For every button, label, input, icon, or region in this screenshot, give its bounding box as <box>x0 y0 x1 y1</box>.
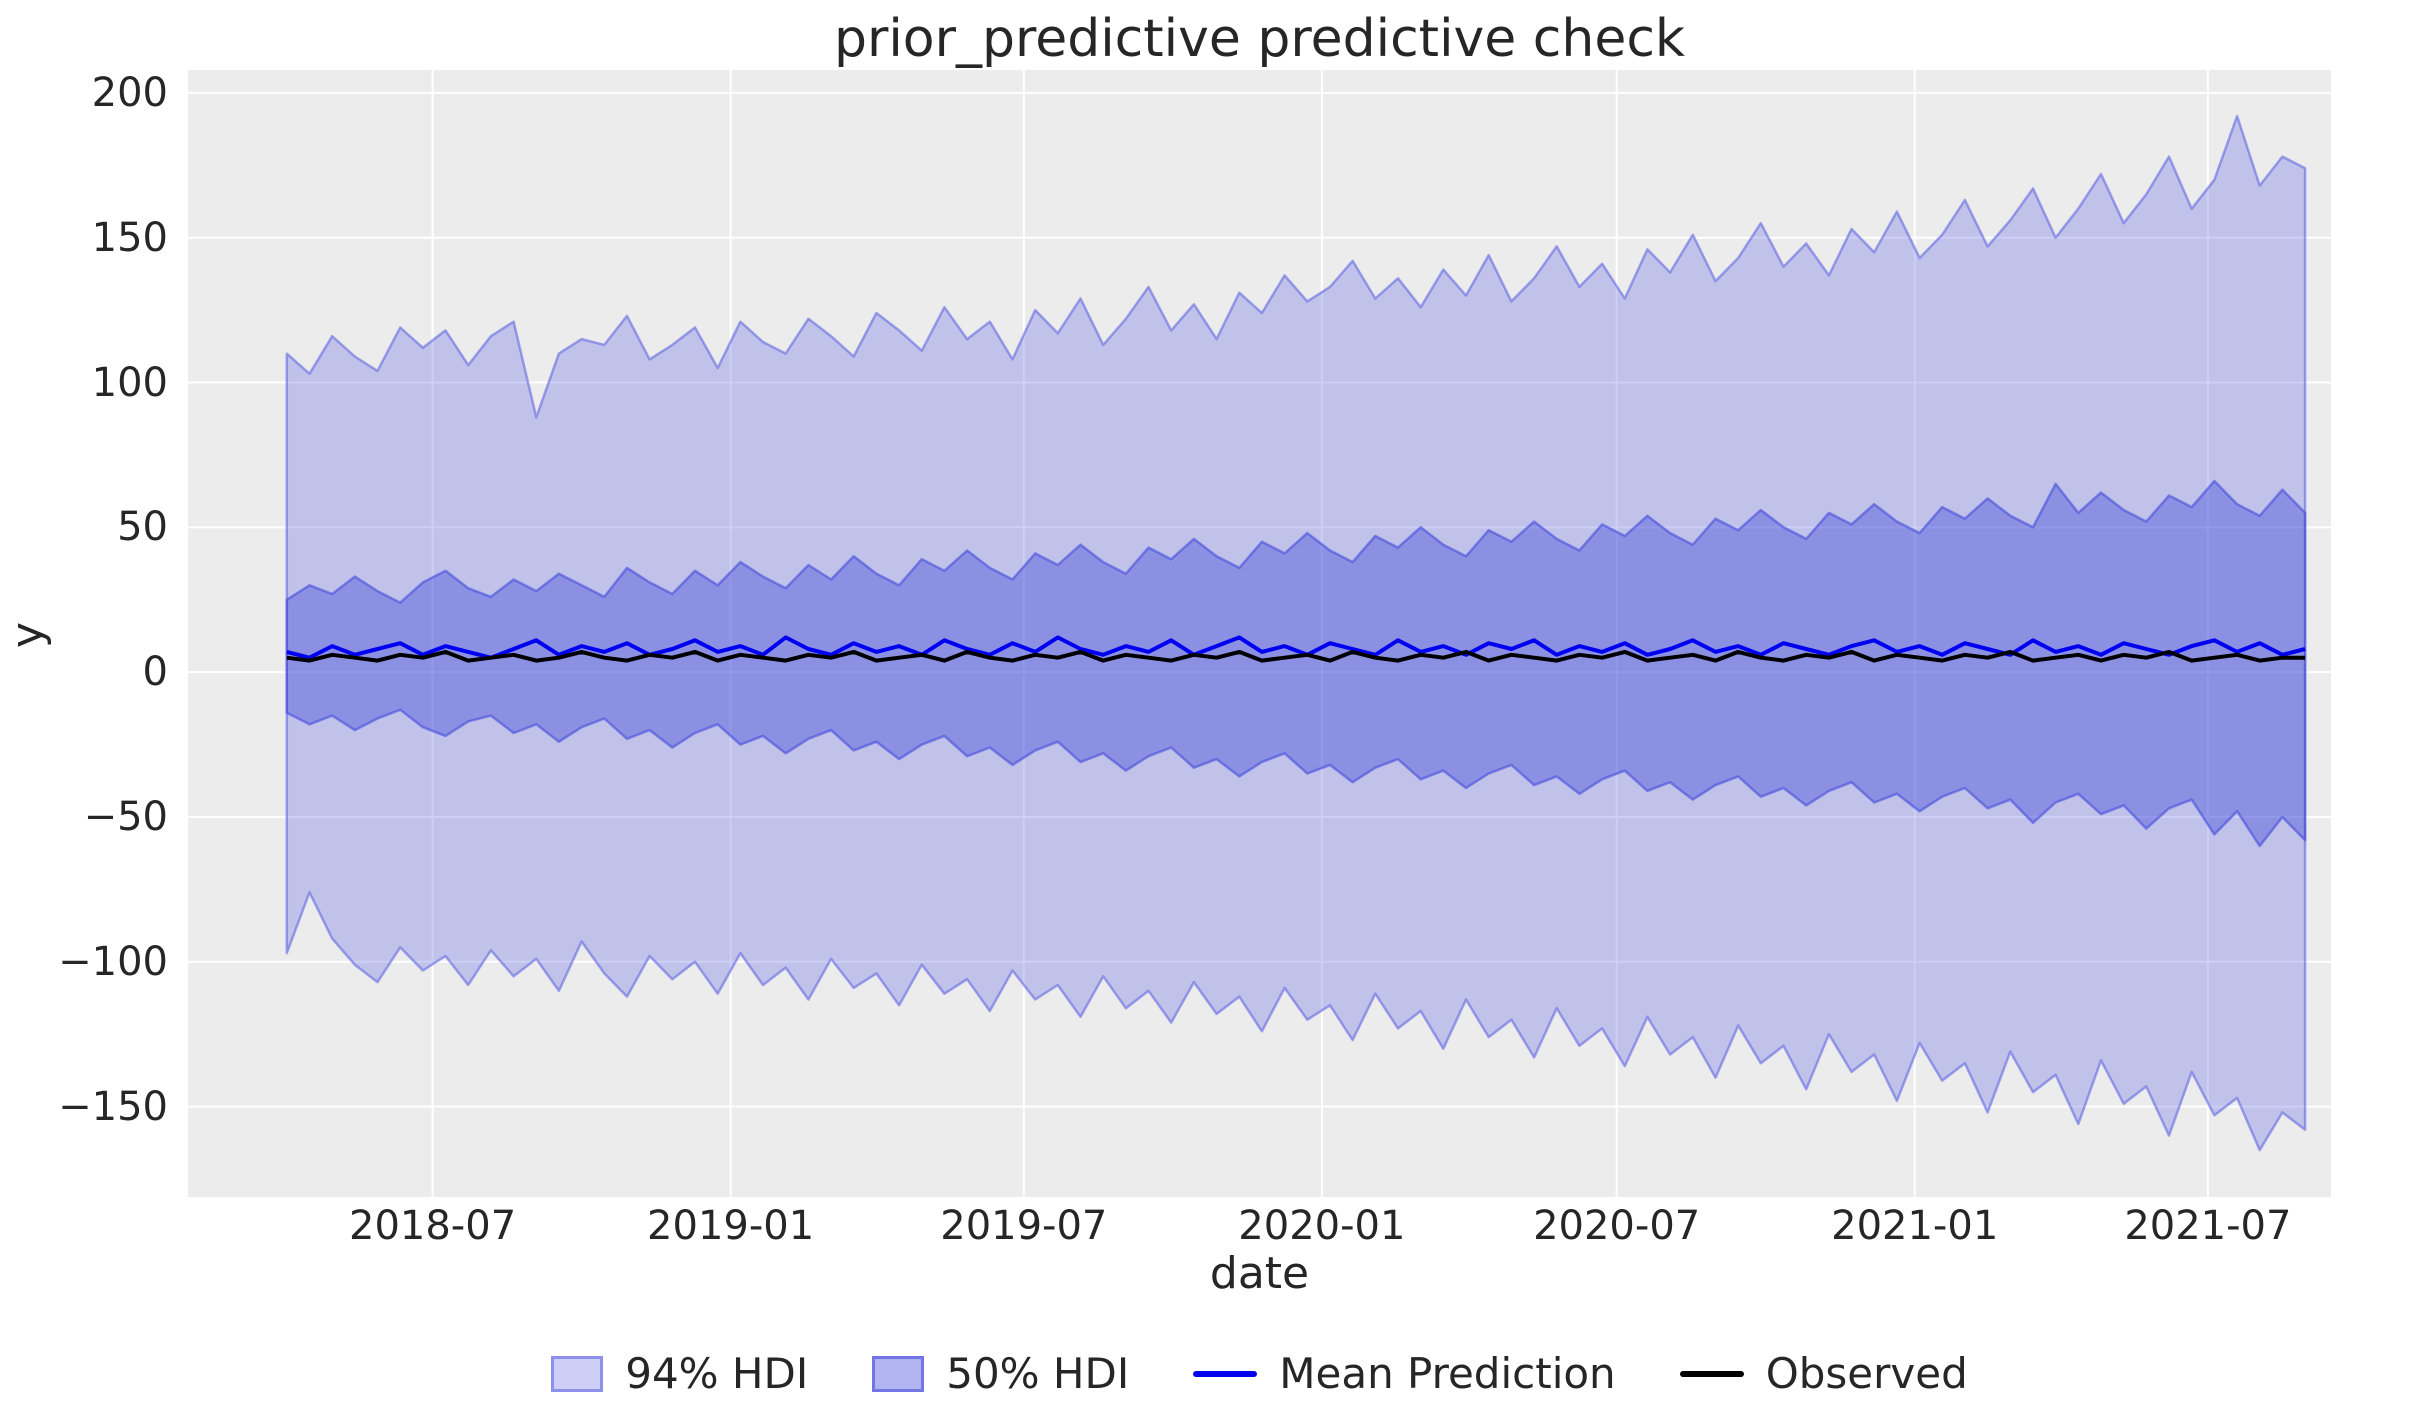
mean-prediction-line <box>286 635 2306 660</box>
y-tick-50: 50 <box>117 504 168 551</box>
x-tick-2019-07: 2019-07 <box>940 1203 1108 1249</box>
x-tick-2020-07: 2020-07 <box>1533 1203 1701 1249</box>
band-50-hdi <box>285 479 2307 848</box>
chart-title: prior_predictive predictive check <box>833 9 1686 69</box>
band-94-hdi <box>285 114 2307 1152</box>
x-tick-2021-01: 2021-01 <box>1831 1203 1999 1249</box>
y-tick-−100: −100 <box>58 938 168 985</box>
x-tick-2020-01: 2020-01 <box>1238 1203 1406 1249</box>
legend-item-mean-prediction: Mean Prediction <box>1193 1349 1616 1398</box>
legend-label-94-hdi: 94% HDI <box>625 1349 809 1398</box>
observed-line <box>286 649 2306 663</box>
94-hdi-swatch <box>551 1356 604 1392</box>
legend-item-observed: Observed <box>1679 1349 1968 1398</box>
x-tick-2019-01: 2019-01 <box>647 1203 815 1249</box>
observed-line-swatch <box>1679 1371 1744 1377</box>
plot-area <box>188 70 2331 1197</box>
legend-item-94-hdi: 94% HDI <box>551 1353 808 1395</box>
y-tick-0: 0 <box>142 649 168 696</box>
y-tick-−50: −50 <box>83 793 168 840</box>
legend: 94% HDI 50% HDI Mean Prediction Observed <box>188 1342 2331 1406</box>
legend-label-observed: Observed <box>1765 1349 1968 1398</box>
50-hdi-swatch <box>872 1356 925 1392</box>
legend-label-50-hdi: 50% HDI <box>946 1349 1130 1398</box>
legend-item-50-hdi: 50% HDI <box>872 1353 1129 1395</box>
y-tick-100: 100 <box>91 359 168 406</box>
y-tick-−150: −150 <box>58 1083 168 1130</box>
x-axis-label: date <box>1209 1248 1310 1299</box>
x-tick-2021-07: 2021-07 <box>2124 1203 2292 1249</box>
x-tick-2018-07: 2018-07 <box>349 1203 517 1249</box>
mean-prediction-line-swatch <box>1193 1371 1258 1377</box>
y-tick-150: 150 <box>91 214 168 261</box>
y-tick-200: 200 <box>91 69 168 116</box>
legend-label-mean-prediction: Mean Prediction <box>1279 1349 1616 1398</box>
